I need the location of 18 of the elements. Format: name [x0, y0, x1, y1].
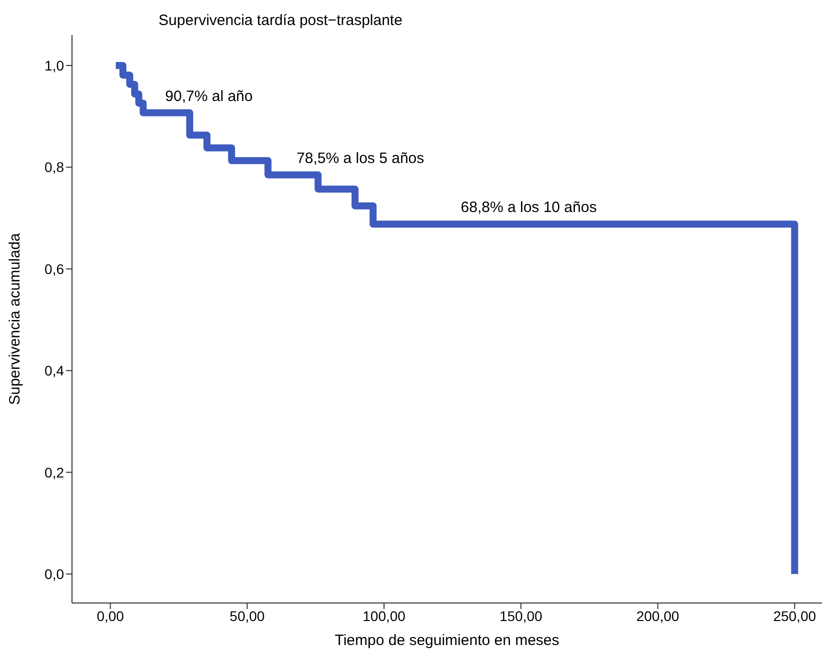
y-tick-label: 1,0 — [44, 57, 64, 74]
x-tick-label: 250,00 — [773, 608, 816, 624]
x-tick-label: 0,00 — [96, 608, 124, 624]
annotation: 68,8% a los 10 años — [460, 199, 597, 216]
y-tick-label: 0,8 — [44, 159, 64, 176]
x-tick-label: 100,00 — [362, 608, 406, 624]
y-tick-label: 0,0 — [44, 566, 64, 582]
x-axis-title: Tiempo de seguimiento en meses — [334, 632, 560, 649]
y-tick-label: 0,6 — [44, 260, 64, 277]
y-tick-label: 0,4 — [44, 362, 64, 379]
x-tick-label: 200,00 — [636, 608, 680, 624]
x-tick-label: 150,00 — [499, 608, 543, 624]
annotation: 78,5% a los 5 años — [296, 150, 424, 167]
y-axis-title: Supervivencia acumulada — [6, 232, 24, 405]
annotation: 90,7% al año — [165, 88, 253, 105]
chart-title: Supervivencia tardía post−trasplante — [158, 12, 404, 29]
y-tick-label: 0,2 — [44, 464, 64, 480]
x-tick-label: 50,00 — [230, 608, 265, 624]
